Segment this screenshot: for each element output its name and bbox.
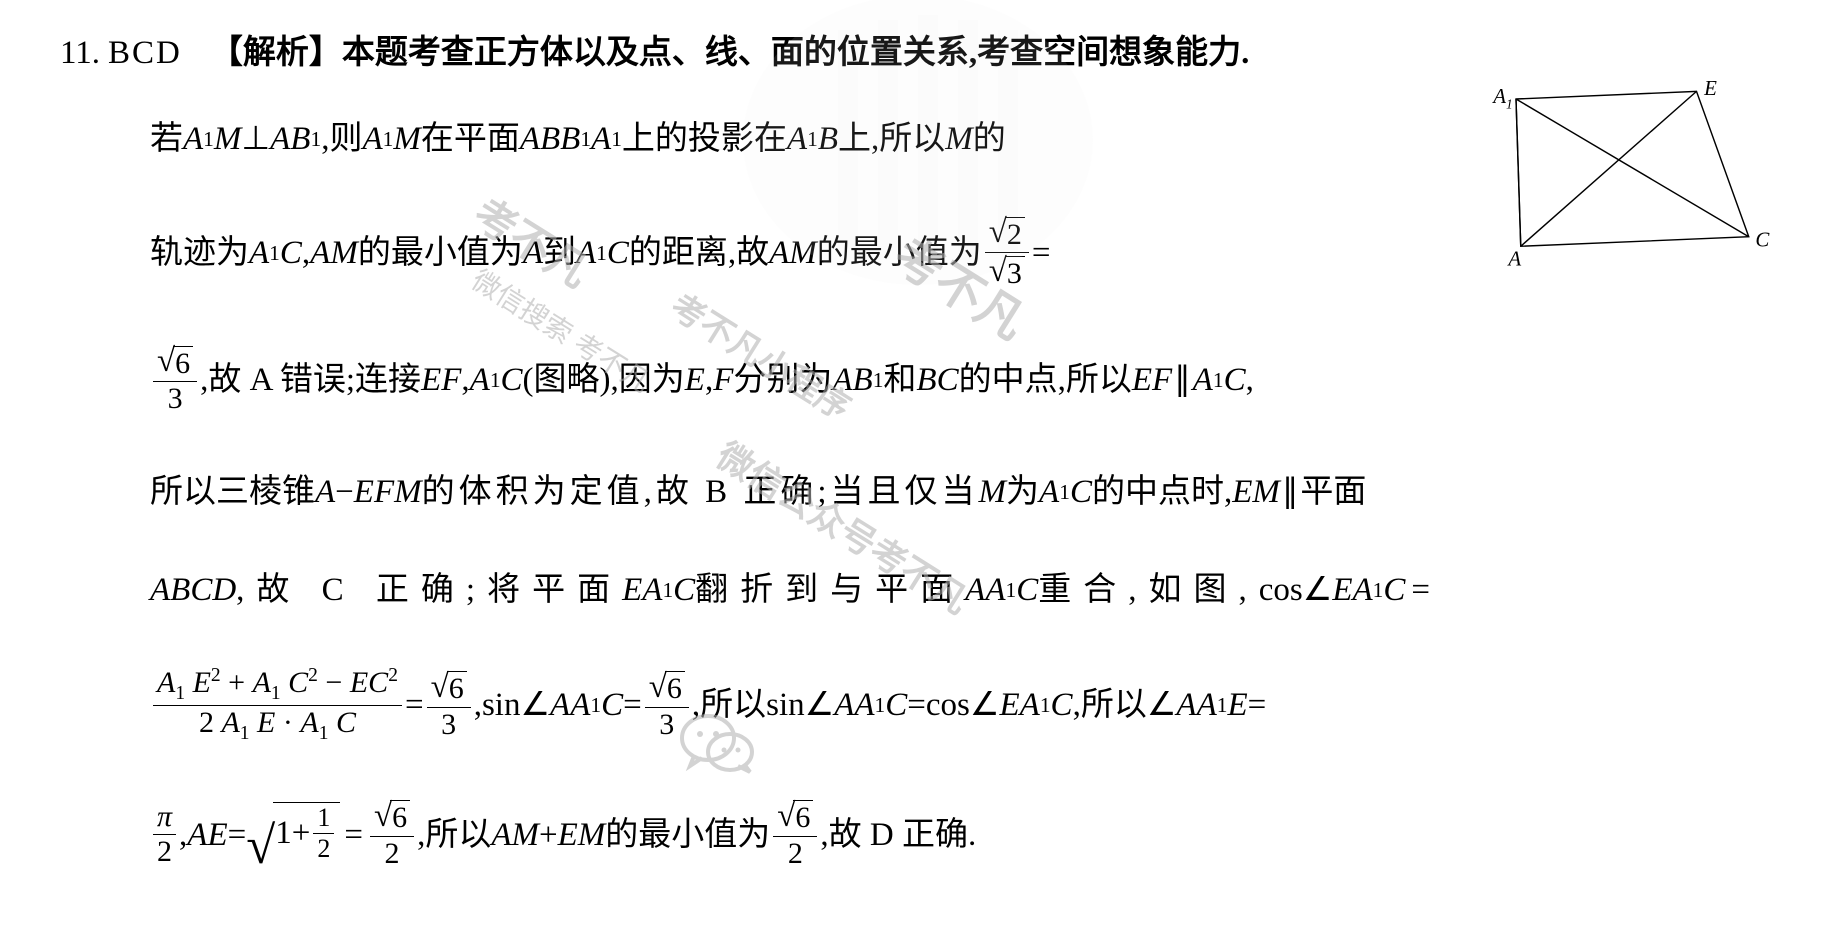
analysis-label: 【解析】 (210, 30, 342, 76)
line-5: 所以三棱锥 A − EFM 的体积为定值,故 B 正确;当且仅当 M 为 A1 … (150, 469, 1775, 515)
line-7: A1 E2 + A1 C2 − EC2 2 A1 E · A1 C = √6 3… (150, 665, 1775, 746)
question-number: 11. (60, 30, 100, 76)
svg-text:A1: A1 (1491, 84, 1512, 112)
geometry-diagram: A1 E A C (1485, 80, 1775, 270)
line-8: π 2 , AE = √ 1 + 1 2 = √6 2 ,所以 AM + EM … (150, 798, 1775, 871)
fraction: √2 √3 (985, 214, 1029, 291)
svg-text:C: C (1755, 227, 1770, 251)
line-6: ABCD ,故 C 正确;将平面 EA1 C 翻折到与平面 AA1 C 重合,如… (150, 567, 1775, 613)
line-1: 11. BCD 【解析】 本题考查正方体以及点、线、面的位置关系,考查空间想象能… (60, 30, 1775, 76)
fraction: √6 3 (153, 343, 197, 416)
line-4: √6 3 ,故 A 错误;连接 EF , A1 C (图略),因为 E , F … (150, 343, 1775, 416)
svg-text:E: E (1703, 80, 1717, 100)
cosine-law-fraction: A1 E2 + A1 C2 − EC2 2 A1 E · A1 C (153, 665, 402, 746)
sqrt-expr: √ 1 + 1 2 (246, 802, 340, 868)
svg-text:A: A (1506, 246, 1521, 270)
analysis-intro: 本题考查正方体以及点、线、面的位置关系,考查空间想象能力. (342, 30, 1250, 76)
answer-letters: BCD (108, 30, 182, 76)
